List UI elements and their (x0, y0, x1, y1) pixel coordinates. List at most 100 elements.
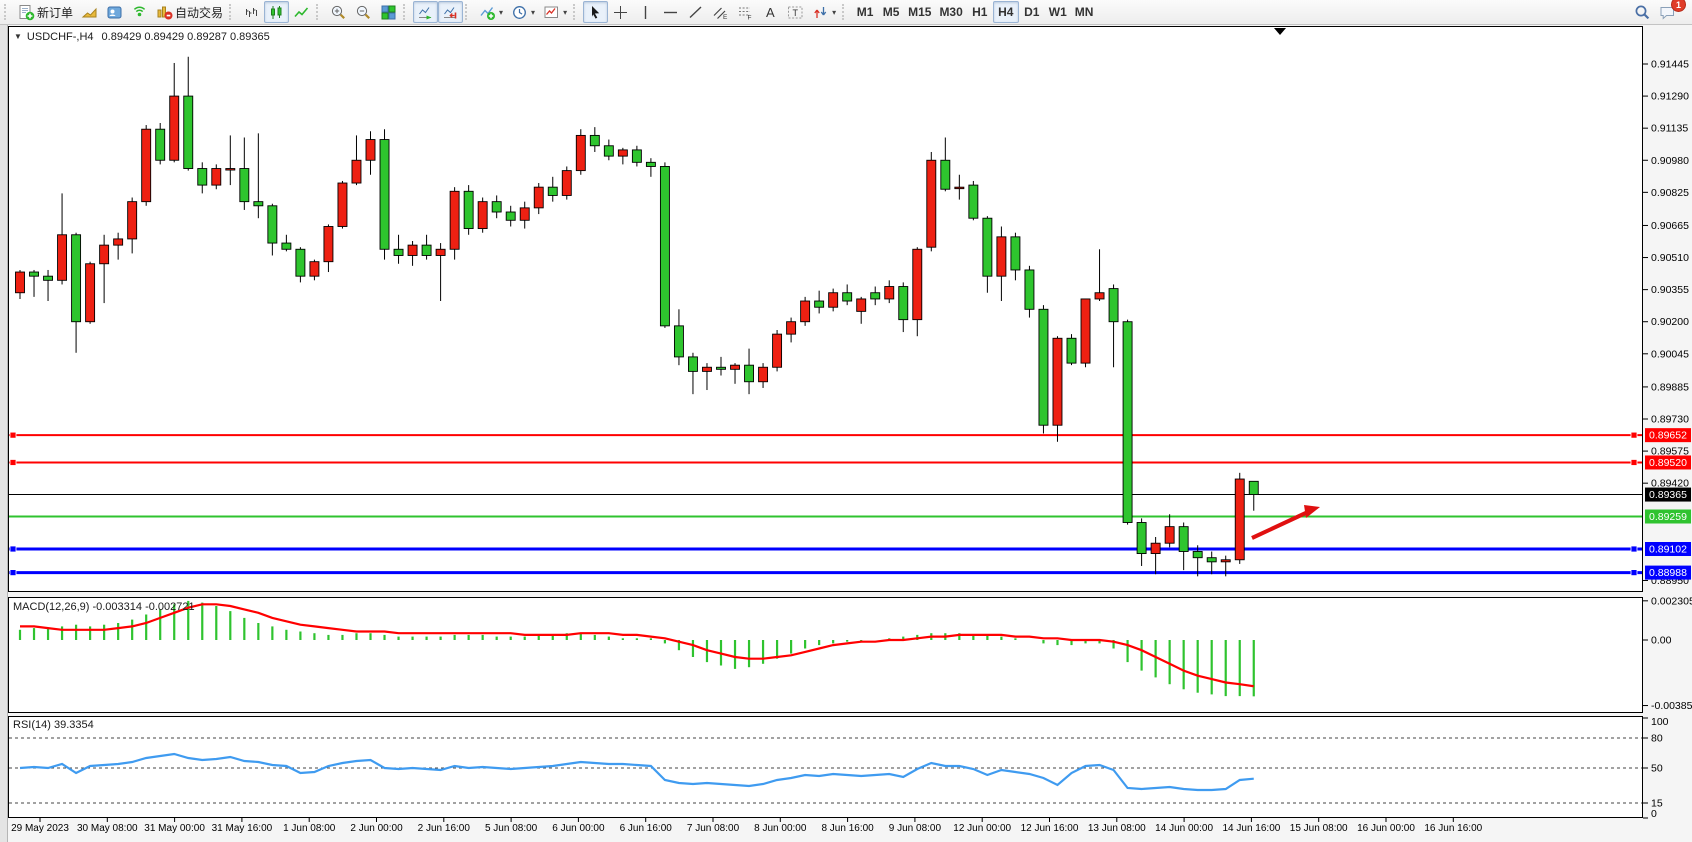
line-chart-button[interactable] (289, 1, 314, 23)
price-tick-label: 0.90980 (1651, 155, 1689, 167)
templates-icon (543, 4, 560, 21)
cursor-button[interactable] (583, 1, 609, 23)
price-tick-label: 0.90510 (1651, 252, 1689, 264)
periods-dropdown-caret[interactable]: ▾ (531, 7, 536, 17)
auto-scroll-button[interactable] (413, 1, 439, 23)
arrows-dropdown-caret[interactable]: ▾ (832, 7, 837, 17)
macd-indicator-label: MACD(12,26,9) -0.003314 -0.002721 (13, 601, 195, 613)
indicators-dropdown-caret[interactable]: ▾ (499, 7, 504, 17)
toolbar-group-4: ▾ ▾ ▾ (475, 1, 571, 23)
tf-h4-button[interactable]: H4 (992, 1, 1019, 23)
signal-button[interactable] (127, 1, 152, 23)
zoom-in-button[interactable] (326, 1, 351, 23)
toolbar-separator (573, 4, 579, 20)
tf-m30-label: M30 (939, 5, 963, 19)
rsi-tick-label: 100 (1651, 716, 1669, 728)
tf-m1-button[interactable]: M1 (852, 1, 878, 23)
templates-button[interactable]: ▾ (539, 1, 571, 23)
tf-h1-button[interactable]: H1 (967, 1, 993, 23)
price-tick-label: 0.89730 (1651, 414, 1689, 426)
toolbar-right-group: 1 (1630, 0, 1686, 23)
chart-shift-button[interactable] (438, 1, 464, 23)
macd-indicator-pane[interactable] (8, 597, 1643, 713)
signal-icon (131, 4, 148, 21)
templates-dropdown-caret[interactable]: ▾ (563, 7, 568, 17)
arrows-button[interactable]: ▾ (808, 1, 840, 23)
zoom-out-button[interactable] (351, 1, 376, 23)
symbol-dropdown-icon[interactable]: ▼ (14, 32, 22, 41)
price-tick-label: 0.90825 (1651, 187, 1689, 199)
svg-text:E: E (723, 14, 728, 21)
window-left-edge (0, 25, 8, 842)
market-watch-button[interactable] (77, 1, 102, 23)
toolbar-separator (465, 4, 471, 20)
tf-d1-button[interactable]: D1 (1019, 1, 1045, 23)
tf-mn-button[interactable]: MN (1071, 1, 1098, 23)
rsi-tick-label: 80 (1651, 733, 1663, 745)
toolbar-group-2 (326, 1, 401, 23)
svg-text:0.89365: 0.89365 (1649, 489, 1687, 501)
rsi-tick-label: 15 (1651, 798, 1663, 810)
vertical-line-icon (637, 4, 654, 21)
text-button[interactable]: A (758, 1, 783, 23)
price-tick-label: 0.91445 (1651, 59, 1689, 71)
rsi-indicator-pane[interactable] (8, 716, 1643, 818)
text-label-button[interactable]: T (783, 1, 808, 23)
price-tick-label: 0.89575 (1651, 446, 1689, 458)
bars-chart-button[interactable] (239, 1, 264, 23)
new-order-button[interactable]: 新订单 (14, 1, 77, 23)
toolbar-separator (229, 4, 235, 20)
fibonacci-button[interactable]: F (733, 1, 758, 23)
price-axis[interactable]: 0.91445 0.91290 0.91135 0.90980 0.90825 0.906… (1643, 59, 1689, 587)
periods-icon (511, 4, 528, 21)
cursor-icon (587, 4, 604, 21)
trendline-button[interactable] (683, 1, 708, 23)
line-chart-icon (293, 4, 310, 21)
price-tick-label: 0.91135 (1651, 123, 1688, 135)
svg-text:A: A (766, 5, 775, 20)
candles-chart-button[interactable] (264, 1, 290, 23)
chart-symbol-period: USDCHF-,H4 (26, 31, 94, 43)
rsi-tick-label: 50 (1651, 763, 1663, 775)
time-axis[interactable] (8, 818, 1692, 838)
rsi-indicator-label: RSI(14) 39.3354 (13, 719, 94, 731)
toolbar-group-1 (239, 1, 314, 23)
auto-trading-button[interactable]: 自动交易 (152, 1, 227, 23)
svg-text:0.89259: 0.89259 (1649, 511, 1687, 523)
equidistant-channel-button[interactable]: E (708, 1, 733, 23)
tf-m30-button[interactable]: M30 (935, 1, 966, 23)
auto-trading-icon (156, 4, 173, 21)
navigator-button[interactable] (102, 1, 127, 23)
candles-chart-icon (268, 4, 285, 21)
vertical-line-button[interactable] (633, 1, 658, 23)
tile-windows-button[interactable] (376, 1, 401, 23)
price-chart-pane[interactable] (8, 26, 1643, 592)
tf-m15-button[interactable]: M15 (904, 1, 935, 23)
new-order-icon (18, 4, 35, 21)
price-tick-label: 0.91290 (1651, 91, 1689, 103)
toolbar-group-6: M1 M5 M15 M30 H1 H4 D1 W1 MN (852, 1, 1097, 23)
crosshair-button[interactable] (608, 1, 633, 23)
tf-w1-label: W1 (1048, 5, 1067, 19)
search-button[interactable] (1630, 1, 1655, 23)
price-tick-label: 0.88950 (1651, 575, 1689, 587)
svg-text:T: T (793, 8, 799, 18)
new-order-label: 新订单 (37, 5, 74, 20)
chart-title: ▼ USDCHF-,H4 0.89429 0.89429 0.89287 0.893… (14, 31, 270, 43)
toolbar-separator (842, 4, 848, 20)
trendline-icon (687, 4, 704, 21)
tf-h1-label: H1 (972, 5, 988, 19)
fibonacci-icon: F (737, 4, 754, 21)
price-line-label (1645, 509, 1691, 524)
tf-m15-label: M15 (908, 5, 932, 19)
toolbar-group-3 (413, 1, 464, 23)
tf-m5-button[interactable]: M5 (878, 1, 904, 23)
tile-windows-icon (380, 4, 397, 21)
indicators-button[interactable]: ▾ (475, 1, 507, 23)
horizontal-line-button[interactable] (658, 1, 683, 23)
periods-button[interactable]: ▾ (507, 1, 539, 23)
price-line-label (1645, 487, 1691, 502)
svg-text:0.89102: 0.89102 (1649, 544, 1687, 556)
tf-w1-button[interactable]: W1 (1045, 1, 1071, 23)
